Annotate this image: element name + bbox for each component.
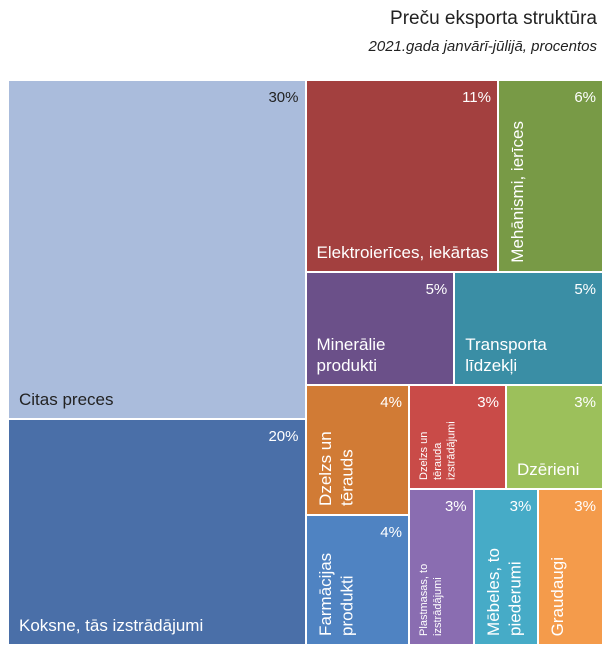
value-label: 4% [380, 524, 402, 542]
tile-label: Farmācijas produkti [315, 552, 356, 636]
value-label: 5% [425, 281, 448, 299]
value-label: 3% [477, 394, 499, 412]
value-label: 3% [509, 498, 532, 516]
value-label: 3% [574, 498, 596, 516]
value-label: 20% [268, 428, 299, 445]
tile-label: Plastmasas, to izstrādājumi [417, 563, 444, 636]
tile-label: Dzelzs un tērauda izstrādājumi [417, 421, 458, 481]
tile-label: Citas preces [19, 389, 114, 409]
treemap-tile: 4% Dzelzs un tērauds [305, 385, 409, 516]
tile-label: Minerālie produkti [316, 334, 386, 375]
value-label: 3% [444, 498, 467, 516]
chart-title: Preču eksporta struktūra [390, 8, 597, 29]
value-label: 6% [574, 89, 596, 106]
tile-label: Elektroierīces, iekārtas [316, 242, 489, 262]
value-label: 5% [574, 281, 596, 299]
tile-label: Koksne, tās izstrādājumi [19, 615, 204, 635]
chart-subtitle: 2021.gada janvārī-jūlijā, procentos [368, 38, 597, 55]
tile-label: Mehānismi, ierīces [508, 121, 527, 264]
treemap-tile: 5% Transporta līdzekļi [454, 272, 603, 386]
tile-label: Dzelzs un tērauds [315, 431, 356, 507]
tile-label: Transporta līdzekļi [465, 334, 547, 375]
tile-label: Mēbeles, to piederumi [483, 548, 524, 636]
treemap-tile: 3% Dzērieni [505, 385, 603, 490]
treemap-tile: 11% Elektroierīces, iekārtas [305, 80, 498, 273]
value-label: 30% [268, 89, 299, 106]
tile-label: Dzērieni [516, 459, 580, 479]
treemap-tile: 3% Graudaugi [538, 489, 603, 645]
treemap-tile: 3% Mēbeles, to piederumi [473, 489, 539, 645]
treemap-tile: 3% Plastmasas, to izstrādājumi [408, 489, 474, 645]
treemap-tile: 3% Dzelzs un tērauda izstrādājumi [408, 385, 506, 490]
value-label: 3% [574, 394, 596, 412]
tile-label: Graudaugi [548, 556, 568, 636]
treemap-tile: 5% Minerālie produkti [305, 272, 455, 386]
treemap-tile: 30% Citas preces [8, 80, 306, 419]
treemap-tile: 20% Koksne, tās izstrādājumi [8, 419, 306, 645]
treemap-tile: 4% Farmācijas produkti [305, 515, 409, 645]
value-label: 11% [462, 89, 491, 106]
value-label: 4% [380, 394, 402, 412]
treemap-tile: 6% Mehānismi, ierīces [498, 80, 603, 273]
